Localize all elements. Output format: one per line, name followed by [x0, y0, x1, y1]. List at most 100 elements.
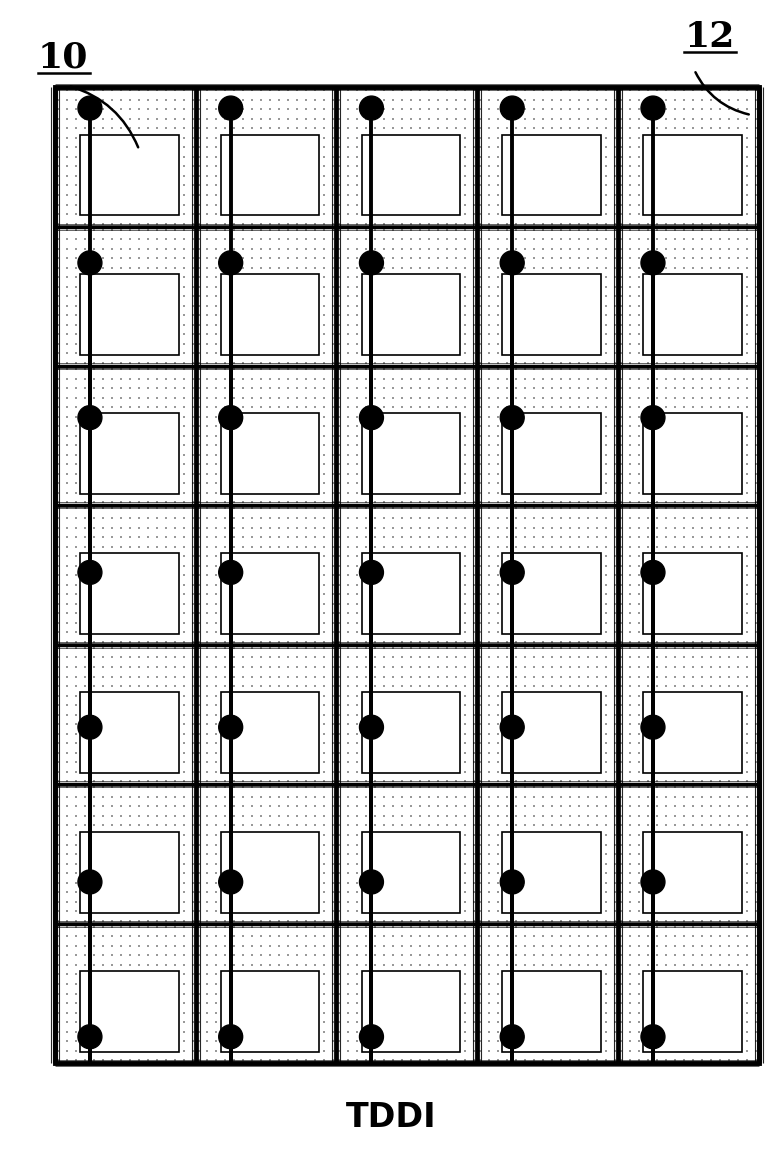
Point: [450, 417, 462, 436]
Point: [186, 955, 199, 974]
Point: [246, 360, 259, 379]
Point: [590, 854, 603, 873]
Point: [309, 379, 321, 397]
Point: [713, 863, 726, 882]
Point: [405, 518, 418, 537]
Point: [741, 854, 753, 873]
Point: [695, 100, 708, 119]
Point: [749, 268, 762, 287]
Point: [695, 360, 708, 379]
Point: [291, 623, 303, 641]
Point: [228, 360, 241, 379]
Point: [731, 306, 744, 324]
Point: [150, 109, 163, 128]
Point: [96, 138, 109, 157]
Point: [255, 724, 267, 743]
Point: [441, 230, 454, 249]
Point: [482, 344, 495, 363]
Point: [405, 474, 418, 493]
Point: [623, 902, 636, 920]
Point: [178, 705, 190, 724]
Point: [510, 353, 522, 372]
Point: [60, 426, 73, 445]
Point: [264, 195, 277, 214]
Point: [677, 335, 690, 353]
Point: [608, 397, 621, 416]
Point: [124, 509, 136, 528]
Point: [510, 221, 522, 239]
Point: [168, 984, 181, 1003]
Point: [246, 806, 259, 825]
Point: [255, 287, 267, 306]
Point: [52, 994, 64, 1012]
Point: [741, 445, 753, 464]
Point: [608, 500, 621, 518]
Point: [327, 287, 339, 306]
Point: [432, 205, 444, 223]
Point: [510, 658, 522, 676]
Point: [300, 344, 313, 363]
Point: [309, 937, 321, 955]
Point: [474, 221, 486, 239]
Point: [264, 1050, 277, 1069]
Point: [582, 360, 594, 379]
Point: [423, 966, 436, 984]
Point: [327, 705, 339, 724]
Point: [282, 436, 295, 454]
Point: [741, 724, 753, 743]
Point: [564, 975, 576, 994]
Point: [749, 658, 762, 676]
Point: [432, 687, 444, 705]
Point: [160, 883, 172, 902]
Point: [554, 854, 567, 873]
Point: [264, 994, 277, 1012]
Point: [423, 239, 436, 258]
Point: [88, 177, 100, 195]
Bar: [80, 971, 178, 1052]
Point: [468, 1032, 480, 1050]
Point: [387, 927, 400, 946]
Point: [60, 1003, 73, 1021]
Point: [677, 214, 690, 232]
Point: [723, 417, 735, 436]
Point: [106, 81, 118, 100]
Point: [432, 937, 444, 955]
Point: [342, 705, 354, 724]
Point: [423, 138, 436, 157]
Point: [518, 788, 531, 806]
Point: [633, 417, 645, 436]
Point: [114, 268, 127, 287]
Point: [369, 456, 382, 474]
Point: [749, 806, 762, 825]
Point: [659, 648, 672, 667]
Point: [273, 493, 285, 511]
Point: [615, 902, 627, 920]
Point: [510, 325, 522, 344]
Point: [106, 119, 118, 137]
Point: [554, 911, 567, 930]
Point: [441, 816, 454, 834]
Point: [500, 456, 513, 474]
Point: [282, 483, 295, 502]
Point: [564, 1003, 576, 1021]
Point: [749, 1041, 762, 1060]
Point: [536, 221, 549, 239]
Point: [623, 109, 636, 128]
Point: [168, 177, 181, 195]
Point: [713, 835, 726, 854]
Point: [528, 177, 540, 195]
Point: [582, 344, 594, 363]
Point: [459, 946, 472, 964]
Point: [318, 863, 331, 882]
Point: [114, 177, 127, 195]
Point: [749, 221, 762, 239]
Point: [723, 221, 735, 239]
Point: [106, 623, 118, 641]
Point: [441, 715, 454, 733]
Point: [114, 1003, 127, 1021]
Point: [749, 397, 762, 416]
Point: [52, 148, 64, 166]
Point: [492, 632, 504, 651]
Point: [106, 493, 118, 511]
Point: [150, 762, 163, 781]
